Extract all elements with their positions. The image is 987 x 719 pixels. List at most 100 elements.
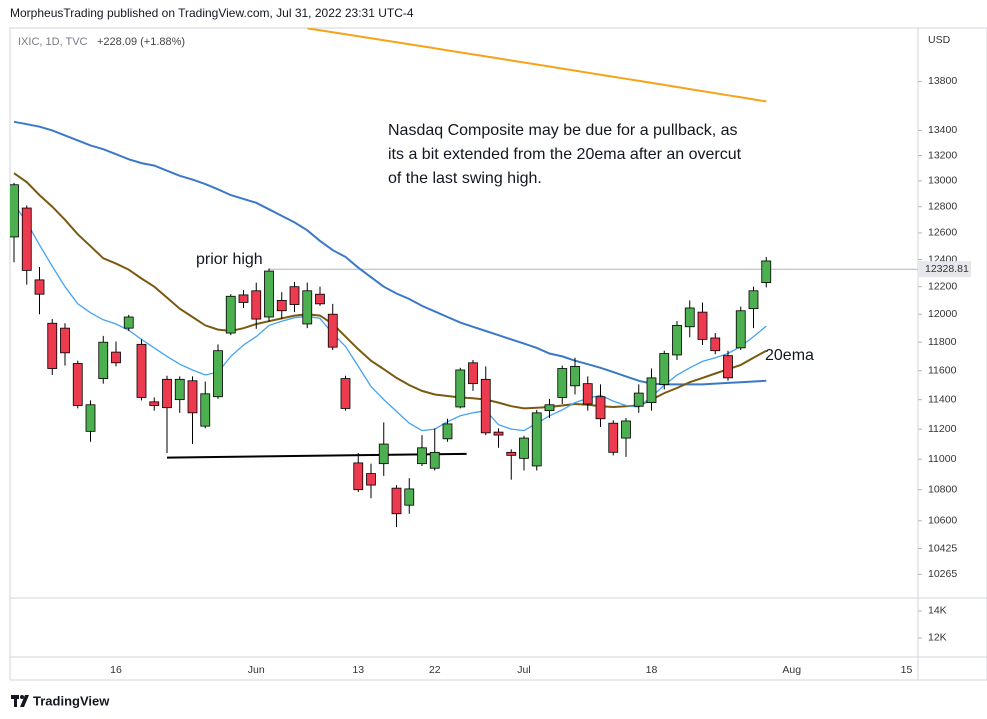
candle-body — [582, 383, 593, 405]
candle-body — [276, 299, 287, 312]
candle-body — [187, 380, 198, 414]
candle-body — [111, 351, 121, 364]
y-tick-label: 10800 — [928, 483, 957, 495]
candle-body — [748, 290, 759, 310]
candle-body — [544, 404, 555, 412]
x-tick-label: 15 — [901, 664, 913, 676]
frame — [9, 27, 987, 681]
candle-body — [327, 313, 338, 348]
currency: USD — [928, 34, 951, 46]
candle-body — [646, 377, 657, 403]
note-line: Nasdaq Composite may be due for a pullba… — [388, 122, 738, 139]
candle-body — [633, 392, 644, 407]
candle-body — [315, 293, 325, 305]
candle-body — [47, 322, 58, 369]
y-tick-label: 11200 — [928, 423, 957, 435]
candle-body — [60, 327, 70, 354]
level-label: 12328.81 — [925, 263, 969, 275]
brand-logo — [11, 695, 29, 707]
candle-body — [10, 184, 19, 238]
y-tick-label: 10425 — [928, 542, 957, 554]
x-tick-label: 18 — [646, 664, 658, 676]
x-tick-label: Jun — [248, 664, 265, 676]
header: MorpheusTrading published on TradingView… — [10, 6, 414, 20]
candle-body — [174, 378, 185, 401]
x-tick-label: Aug — [782, 664, 801, 676]
change: +228.09 (+1.88%) — [97, 36, 185, 48]
candle-body — [289, 286, 300, 305]
y-tick-label: 12600 — [928, 227, 957, 239]
brand: TradingView — [33, 693, 110, 708]
y-tick-label: 11800 — [928, 336, 957, 348]
candle-body — [621, 420, 631, 439]
note-line: of the last swing high. — [388, 170, 542, 187]
candle-body — [225, 295, 236, 334]
level-label-box — [919, 261, 971, 278]
candle-body — [697, 311, 708, 340]
moving-average — [307, 28, 767, 103]
y-tick-label: 12800 — [928, 201, 957, 213]
candle-body — [21, 207, 32, 271]
candle-body — [34, 279, 45, 295]
candle-body — [378, 443, 389, 465]
candle-body — [136, 343, 147, 398]
candle-body — [570, 365, 580, 387]
candle-body — [506, 451, 517, 456]
candle-body — [608, 422, 619, 453]
candle-body — [98, 341, 109, 379]
candle-body — [123, 316, 134, 329]
candle-body — [595, 396, 606, 420]
candle-body — [251, 290, 262, 320]
candle-body — [442, 423, 453, 440]
y-tick-label: 12000 — [928, 308, 957, 320]
support-line — [166, 452, 467, 459]
candle-body — [493, 431, 504, 436]
x-tick-label: 13 — [352, 664, 364, 676]
candle-body — [761, 260, 772, 283]
candle-body — [519, 437, 529, 459]
ema-label: 20ema — [765, 347, 814, 364]
y-tick-label: 13200 — [928, 149, 957, 161]
y-tick-label: 11000 — [928, 453, 957, 465]
candle-body — [200, 393, 211, 427]
candle-body — [480, 378, 491, 434]
candle-body — [429, 451, 440, 469]
candle-body — [366, 473, 376, 486]
symbol: IXIC, 1D, TVC — [18, 36, 88, 48]
candle-body — [391, 487, 402, 515]
y-tick-label: 11400 — [928, 393, 957, 405]
candle-body — [468, 362, 478, 385]
candle-body — [85, 404, 96, 432]
x-tick-label: 22 — [429, 664, 441, 676]
candle-body — [162, 378, 172, 409]
candle-body — [72, 363, 83, 406]
y-tick-label: 10600 — [928, 515, 957, 527]
plot — [10, 28, 918, 528]
candle-body — [264, 270, 274, 318]
candle-body — [672, 324, 682, 356]
candle-body — [735, 310, 746, 349]
candle-body — [710, 337, 721, 352]
y-tick-label: 11600 — [928, 364, 957, 376]
y-tick-label: 10265 — [928, 568, 957, 580]
candle-body — [238, 294, 249, 303]
candle-body — [557, 368, 568, 398]
candle-body — [213, 350, 223, 398]
volume-tick-label: 14K — [928, 605, 947, 617]
candle-body — [417, 447, 427, 465]
candle-body — [353, 462, 364, 491]
y-tick-label: 13800 — [928, 75, 957, 87]
y-tick-label: 13000 — [928, 175, 957, 187]
candle-body — [340, 378, 351, 409]
volume-tick-label: 12K — [928, 632, 947, 644]
x-tick-label: Jul — [517, 664, 530, 676]
y-tick-label: 13400 — [928, 124, 957, 136]
candle-body — [723, 355, 733, 379]
y-tick-label: 12200 — [928, 280, 957, 292]
prior-high-label: prior high — [196, 251, 263, 268]
x-tick-label: 16 — [110, 664, 122, 676]
candle-body — [531, 412, 542, 467]
candle-body — [684, 307, 695, 328]
